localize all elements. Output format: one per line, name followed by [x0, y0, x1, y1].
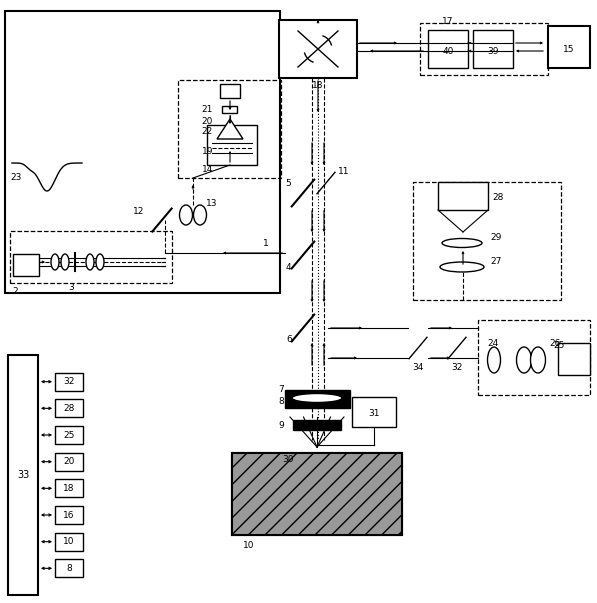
Text: 32: 32: [451, 362, 462, 371]
Bar: [232, 453, 402, 535]
Text: 8: 8: [66, 564, 72, 573]
Text: 19: 19: [202, 148, 214, 157]
Text: 2: 2: [12, 288, 18, 297]
Bar: [420, 23, 548, 75]
Text: 3: 3: [68, 283, 74, 292]
Bar: [220, 84, 240, 98]
Text: 31: 31: [368, 408, 380, 417]
Text: 22: 22: [201, 127, 213, 136]
Text: 39: 39: [487, 48, 498, 57]
Bar: [558, 343, 590, 375]
Bar: [178, 80, 281, 178]
Bar: [352, 397, 396, 427]
Bar: [55, 373, 83, 391]
Ellipse shape: [193, 205, 207, 225]
Text: 18: 18: [312, 80, 324, 89]
Bar: [55, 479, 83, 497]
Ellipse shape: [440, 262, 484, 272]
Text: 24: 24: [487, 338, 498, 347]
Text: 5: 5: [285, 178, 291, 188]
Text: 29: 29: [490, 233, 501, 242]
Text: 14: 14: [202, 165, 213, 174]
Bar: [413, 182, 561, 300]
Bar: [55, 506, 83, 524]
Bar: [8, 355, 38, 595]
Text: 15: 15: [563, 45, 575, 54]
Text: 20: 20: [63, 457, 75, 466]
Bar: [279, 20, 357, 78]
Bar: [232, 453, 402, 535]
Text: 4: 4: [286, 262, 291, 271]
Ellipse shape: [516, 347, 531, 373]
Bar: [478, 320, 590, 395]
Text: 28: 28: [63, 404, 75, 413]
Text: 25: 25: [553, 341, 564, 350]
Bar: [55, 426, 83, 444]
Bar: [55, 532, 83, 551]
Text: 11: 11: [338, 168, 349, 177]
Text: 7: 7: [278, 385, 284, 394]
Bar: [207, 125, 257, 165]
Text: 17: 17: [442, 17, 454, 27]
Text: 18: 18: [63, 484, 75, 493]
Ellipse shape: [531, 347, 546, 373]
Bar: [10, 231, 172, 283]
Text: 8: 8: [278, 397, 284, 406]
Ellipse shape: [292, 394, 342, 402]
Bar: [428, 30, 468, 68]
Text: 9: 9: [278, 421, 284, 431]
Text: 40: 40: [442, 48, 454, 57]
Bar: [55, 399, 83, 417]
Text: 28: 28: [492, 194, 503, 203]
Text: 16: 16: [63, 511, 75, 520]
Text: 13: 13: [206, 198, 217, 207]
Ellipse shape: [180, 205, 192, 225]
Text: 26: 26: [549, 338, 561, 347]
Ellipse shape: [96, 254, 104, 270]
Bar: [438, 182, 488, 210]
Bar: [293, 420, 341, 430]
Bar: [285, 390, 350, 408]
Polygon shape: [217, 119, 243, 139]
Ellipse shape: [51, 254, 59, 270]
Text: 1: 1: [263, 239, 269, 247]
Bar: [473, 30, 513, 68]
Text: 21: 21: [201, 106, 213, 115]
Ellipse shape: [86, 254, 94, 270]
Bar: [13, 254, 39, 276]
Text: 32: 32: [63, 377, 75, 386]
Bar: [55, 560, 83, 577]
Bar: [55, 453, 83, 471]
Text: 6: 6: [286, 335, 292, 344]
Text: 10: 10: [243, 540, 254, 549]
Ellipse shape: [61, 254, 69, 270]
Text: 23: 23: [10, 174, 21, 183]
Text: 30: 30: [282, 455, 294, 464]
Bar: [222, 106, 237, 113]
Text: 27: 27: [490, 257, 501, 267]
Ellipse shape: [442, 239, 482, 247]
Text: 10: 10: [63, 537, 75, 546]
Text: 25: 25: [63, 431, 75, 440]
Bar: [548, 26, 590, 68]
Ellipse shape: [488, 347, 500, 373]
Text: 33: 33: [17, 470, 29, 480]
Bar: [5, 11, 280, 293]
Text: 20: 20: [201, 118, 213, 127]
Text: 34: 34: [412, 362, 423, 371]
Text: 12: 12: [133, 207, 144, 216]
